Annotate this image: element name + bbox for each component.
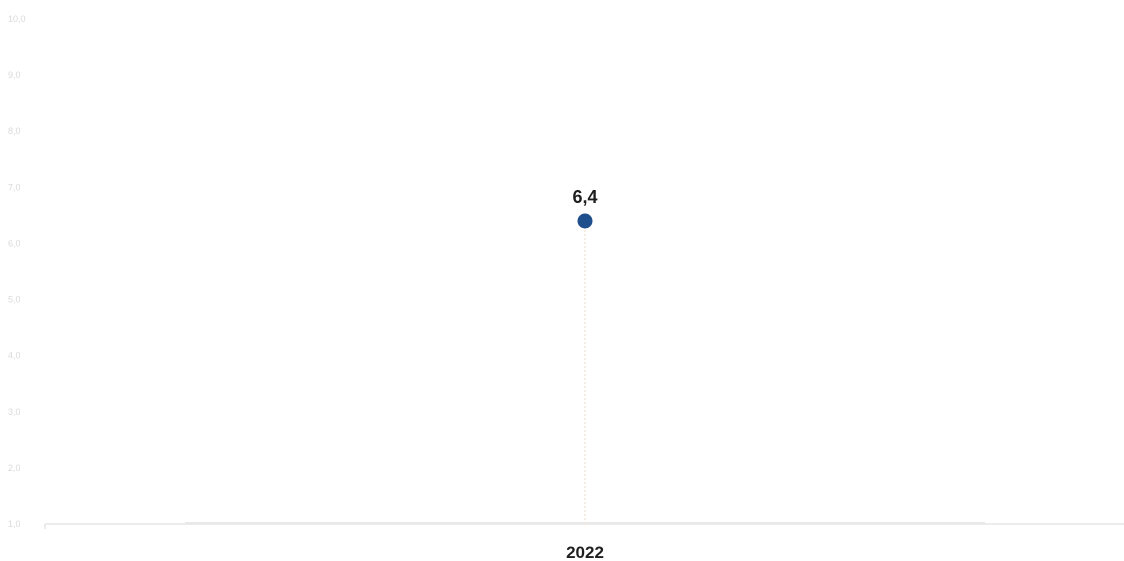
y-tick-label: 6,0 [8, 238, 21, 248]
y-axis-ticks: 1,0 2,0 3,0 4,0 5,0 6,0 7,0 8,0 9,0 10,0 [8, 14, 26, 529]
x-axis-ticks: 2022 [566, 543, 604, 561]
y-tick-label: 4,0 [8, 351, 21, 361]
chart-marks: 6,4 [572, 187, 598, 524]
x-tick-label: 2022 [566, 543, 604, 561]
y-tick-label: 1,0 [8, 519, 21, 529]
y-tick-label: 10,0 [8, 14, 26, 24]
data-label: 6,4 [572, 187, 597, 207]
y-tick-label: 5,0 [8, 295, 21, 305]
y-tick-label: 7,0 [8, 182, 21, 192]
y-tick-label: 3,0 [8, 407, 21, 417]
y-tick-label: 2,0 [8, 463, 21, 473]
data-point [577, 213, 593, 229]
y-tick-label: 8,0 [8, 126, 21, 136]
y-tick-label: 9,0 [8, 70, 21, 80]
